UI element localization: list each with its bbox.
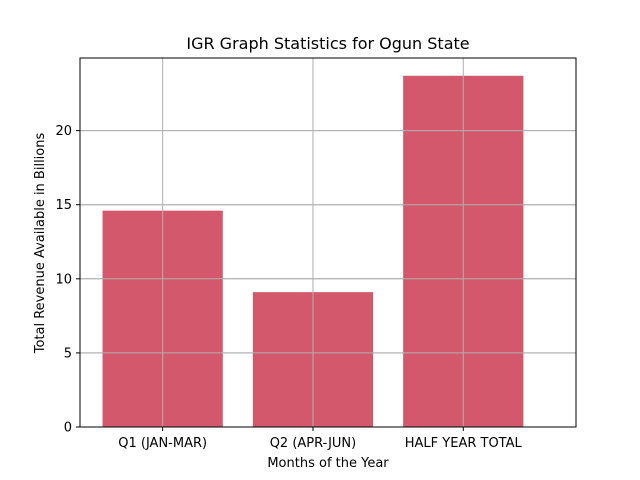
y-tick-label: 0 xyxy=(64,421,72,436)
x-axis-label: Months of the Year xyxy=(267,456,389,471)
y-axis-label: Total Revenue Available in Billions xyxy=(33,133,48,355)
chart-title: IGR Graph Statistics for Ogun State xyxy=(186,34,469,53)
y-tick-label: 5 xyxy=(64,346,72,361)
y-axis-ticks: 0 5 10 15 20 xyxy=(55,124,80,436)
x-tick-label: Q1 (JAN-MAR) xyxy=(118,436,207,451)
plot-frame xyxy=(79,57,577,428)
x-axis-ticks: Q1 (JAN-MAR) Q2 (APR-JUN) HALF YEAR TOTAL xyxy=(118,427,523,451)
y-tick-label: 15 xyxy=(55,198,72,213)
x-tick-label: Q2 (APR-JUN) xyxy=(270,436,357,451)
y-tick-label: 20 xyxy=(55,124,72,139)
x-tick-label: HALF YEAR TOTAL xyxy=(405,436,523,451)
y-tick-label: 10 xyxy=(55,272,72,287)
